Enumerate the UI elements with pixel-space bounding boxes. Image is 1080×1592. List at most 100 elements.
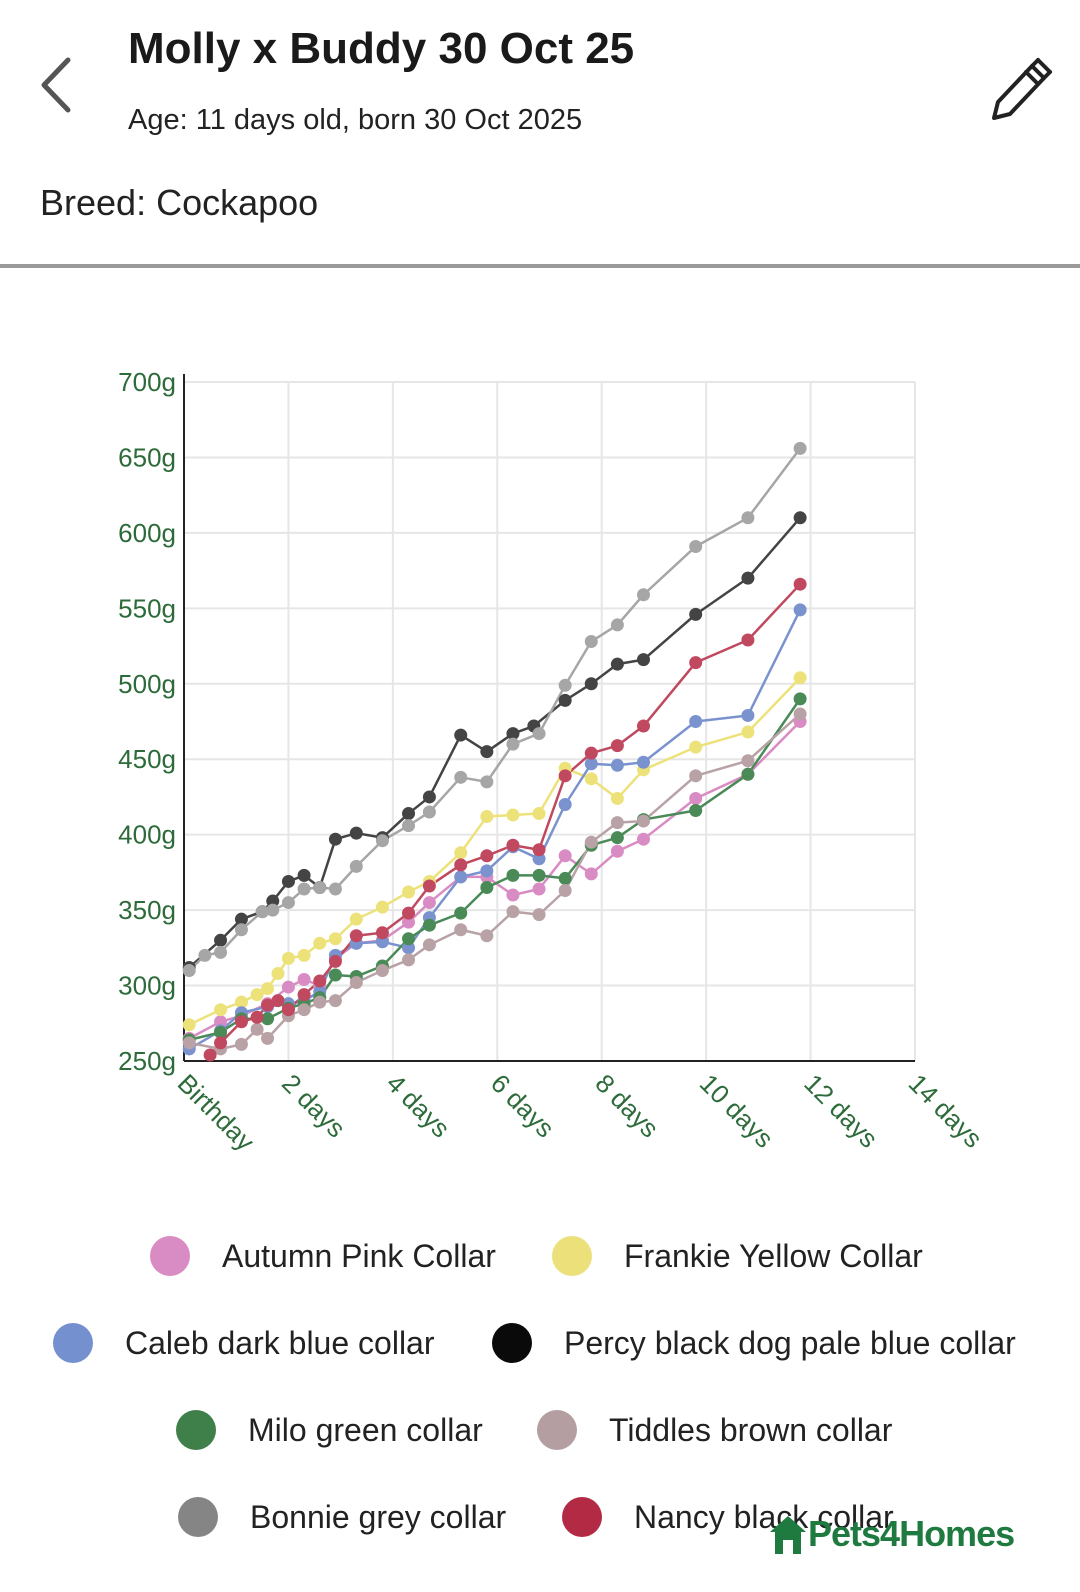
back-button[interactable]: [28, 50, 88, 120]
data-point: [198, 948, 212, 962]
data-point: [610, 618, 624, 632]
data-point: [793, 441, 807, 455]
data-point: [480, 880, 494, 894]
data-point: [532, 908, 546, 922]
data-point: [422, 896, 436, 910]
data-point: [584, 677, 598, 691]
edit-button[interactable]: [988, 48, 1056, 120]
data-point: [281, 980, 295, 994]
data-point: [480, 849, 494, 863]
x-tick-label: 10 days: [694, 1068, 780, 1154]
data-point: [402, 953, 416, 967]
data-point: [689, 804, 703, 818]
data-point: [297, 948, 311, 962]
legend-item-milo[interactable]: Milo green collar: [176, 1400, 483, 1460]
data-point: [689, 539, 703, 553]
data-point: [402, 906, 416, 920]
data-point: [349, 929, 363, 943]
data-point: [741, 633, 755, 647]
data-point: [506, 888, 520, 902]
data-point: [689, 715, 703, 728]
legend-item-caleb[interactable]: Caleb dark blue collar: [53, 1313, 435, 1373]
data-point: [584, 757, 598, 771]
data-point: [182, 1018, 196, 1032]
data-point: [636, 755, 650, 769]
data-point: [584, 635, 598, 649]
data-point: [506, 905, 520, 919]
data-point: [271, 966, 285, 980]
data-point: [558, 769, 572, 783]
legend-label: Bonnie grey collar: [250, 1498, 507, 1535]
legend-item-bonnie[interactable]: Bonnie grey collar: [178, 1487, 506, 1547]
data-point: [480, 745, 494, 759]
data-point: [261, 982, 275, 996]
data-point: [532, 852, 546, 866]
series-line: [188, 698, 802, 1042]
data-point: [741, 511, 755, 525]
data-point: [610, 816, 624, 830]
legend-label: Percy black dog pale blue collar: [564, 1324, 1016, 1361]
data-point: [297, 973, 311, 987]
legend-item-nancy[interactable]: Nancy black collar: [562, 1487, 894, 1547]
data-point: [454, 906, 468, 920]
x-tick-label: 4 days: [381, 1068, 456, 1143]
data-point: [741, 767, 755, 781]
data-point: [281, 951, 295, 965]
weight-chart: 250g 300g 350g 400g 450g 500g 550g 600g 650g 700g…: [118, 367, 988, 1157]
legend-item-tiddles[interactable]: Tiddles brown collar: [537, 1400, 892, 1460]
data-point: [297, 988, 311, 1002]
data-point: [214, 1015, 228, 1029]
series-line: [209, 583, 802, 1056]
legend-dot-nancy: [562, 1497, 602, 1537]
y-tick-label: 300g: [118, 971, 176, 1001]
legend-item-percy[interactable]: Percy black dog pale blue collar: [492, 1313, 1016, 1373]
data-point: [328, 968, 342, 982]
x-tick-label: 12 days: [798, 1068, 884, 1154]
legend-label: Milo green collar: [248, 1411, 483, 1448]
data-point: [214, 1025, 228, 1039]
legend-row: Caleb dark blue collar Percy black dog p…: [0, 1313, 1080, 1373]
data-point: [532, 868, 546, 882]
data-point: [328, 882, 342, 896]
x-tick-label: 2 days: [276, 1068, 351, 1143]
y-tick-label: 550g: [118, 593, 176, 623]
legend-dot-milo: [176, 1410, 216, 1450]
data-point: [610, 831, 624, 845]
data-point: [741, 708, 755, 722]
legend-label: Nancy black collar: [634, 1498, 894, 1535]
data-point: [636, 814, 650, 828]
data-point: [532, 807, 546, 821]
data-point: [250, 988, 264, 1002]
pets4homes-logo[interactable]: Pets4Homes: [768, 1504, 1015, 1564]
data-point: [422, 879, 436, 893]
data-point: [454, 858, 468, 872]
data-point: [234, 923, 248, 937]
page-header: Molly x Buddy 30 Oct 25 Age: 11 days old…: [0, 0, 1080, 268]
data-point: [793, 511, 807, 525]
data-point: [532, 882, 546, 896]
legend-dot-autumn: [150, 1236, 190, 1276]
data-point: [610, 739, 624, 753]
data-point: [610, 791, 624, 805]
data-point: [375, 935, 389, 949]
legend-item-autumn[interactable]: Autumn Pink Collar: [150, 1226, 496, 1286]
legend-dot-caleb: [53, 1323, 93, 1363]
data-point: [182, 1036, 196, 1050]
data-point: [402, 932, 416, 946]
data-point: [313, 880, 327, 894]
data-point: [636, 653, 650, 667]
age-text: Age: 11 days old, born 30 Oct 2025: [128, 104, 583, 136]
data-point: [234, 1015, 248, 1029]
data-point: [271, 994, 285, 1008]
data-point: [480, 775, 494, 789]
legend-item-frankie[interactable]: Frankie Yellow Collar: [552, 1226, 923, 1286]
data-point: [234, 912, 248, 926]
data-point: [636, 832, 650, 846]
data-point: [558, 883, 572, 897]
data-point: [214, 1036, 228, 1050]
data-point: [250, 1010, 264, 1024]
data-point: [689, 607, 703, 621]
y-tick-label: 350g: [118, 895, 176, 925]
data-point: [558, 678, 572, 692]
data-point: [214, 1003, 228, 1017]
